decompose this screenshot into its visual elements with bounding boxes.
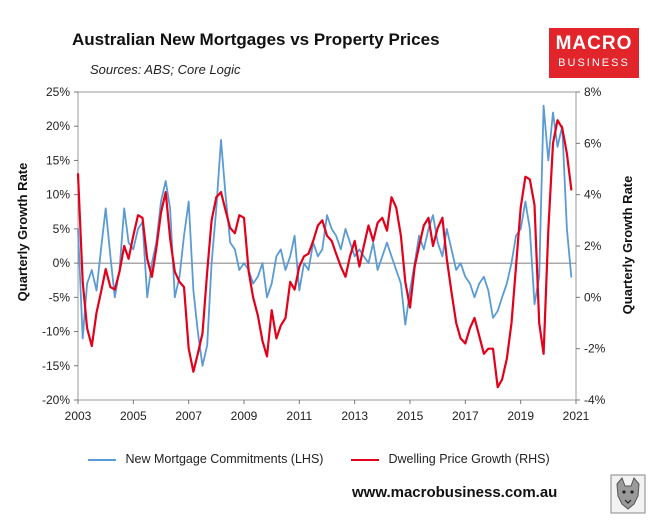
- y-left-tick-label: 20%: [46, 119, 70, 133]
- wolf-logo-icon: [610, 474, 646, 514]
- x-tick-label: 2003: [65, 409, 92, 423]
- y-right-tick-label: -4%: [584, 393, 606, 407]
- legend-swatch-mortgages: [88, 458, 116, 461]
- plot-area-border: [77, 91, 577, 401]
- x-tick-label: 2019: [507, 409, 534, 423]
- chart-title: Australian New Mortgages vs Property Pri…: [72, 30, 440, 49]
- legend-label-mortgages: New Mortgage Commitments (LHS): [125, 452, 324, 466]
- legend-label-dwelling-prices: Dwelling Price Growth (RHS): [388, 452, 550, 466]
- series-line-dwelling-price-growth: [76, 119, 573, 389]
- legend-swatch-dwelling-prices: [351, 458, 379, 461]
- logo-line-1: MACRO: [555, 33, 633, 54]
- y-left-tick-label: 10%: [46, 188, 70, 202]
- x-tick-label: 2017: [452, 409, 479, 423]
- x-tick-label: 2015: [397, 409, 424, 423]
- y-left-tick-label: 5%: [53, 222, 71, 236]
- y-axis-label-left: Quarterly Growth Rate: [15, 163, 30, 302]
- macrobusiness-logo: MACRO BUSINESS: [549, 28, 639, 78]
- legend-item-dwelling-prices: Dwelling Price Growth (RHS): [351, 452, 550, 466]
- y-right-tick-label: 4%: [584, 188, 602, 202]
- website-url: www.macrobusiness.com.au: [352, 484, 558, 501]
- x-tick-label: 2011: [286, 409, 312, 423]
- series-line-mortgage-commitments: [77, 104, 573, 367]
- y-right-tick-label: -2%: [584, 342, 606, 356]
- y-left-tick-label: 0%: [53, 256, 71, 270]
- x-tick-label: 2007: [175, 409, 202, 423]
- y-left-tick-label: -5%: [49, 290, 71, 304]
- series-layer: [76, 104, 573, 389]
- y-left-tick-label: -20%: [42, 393, 70, 407]
- x-tick-label: 2021: [563, 409, 590, 423]
- x-tick-label: 2013: [341, 409, 368, 423]
- y-axis-label-right: Quarterly Growth Rate: [620, 176, 635, 315]
- chart-subtitle: Sources: ABS; Core Logic: [90, 62, 241, 77]
- y-right-tick-label: 8%: [584, 85, 602, 99]
- legend-item-mortgages: New Mortgage Commitments (LHS): [88, 452, 323, 466]
- y-left-tick-label: -15%: [42, 359, 70, 373]
- y-right-tick-label: 6%: [584, 136, 602, 150]
- y-right-tick-label: 2%: [584, 239, 602, 253]
- y-left-tick-label: -10%: [42, 325, 70, 339]
- y-right-tick-label: 0%: [584, 290, 602, 304]
- y-left-tick-label: 25%: [46, 85, 70, 99]
- x-tick-label: 2009: [231, 409, 258, 423]
- y-left-tick-label: 15%: [46, 153, 70, 167]
- axes: 25% 20% 15% 10% 5% 0% -5% -10% -15% -20% 8% 6% 4% 2% 0…: [42, 85, 606, 423]
- x-tick-label: 2005: [120, 409, 147, 423]
- logo-line-2: BUSINESS: [558, 57, 630, 69]
